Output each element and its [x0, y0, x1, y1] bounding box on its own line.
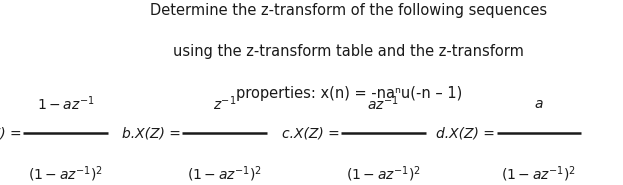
Text: $z^{-1}$: $z^{-1}$ — [212, 94, 236, 113]
Text: $(1-az^{-1})^2$: $(1-az^{-1})^2$ — [28, 164, 103, 184]
Text: properties: x(n) = -naⁿu(-n – 1): properties: x(n) = -naⁿu(-n – 1) — [235, 86, 462, 101]
Text: $1-az^{-1}$: $1-az^{-1}$ — [37, 94, 94, 113]
Text: $(1-az^{-1})^2$: $(1-az^{-1})^2$ — [346, 164, 421, 184]
Text: $az^{-1}$: $az^{-1}$ — [367, 94, 399, 113]
Text: $(1-az^{-1})^2$: $(1-az^{-1})^2$ — [187, 164, 262, 184]
Text: using the z-transform table and the z-transform: using the z-transform table and the z-tr… — [173, 44, 525, 59]
Text: b.X(Z) =: b.X(Z) = — [121, 126, 181, 140]
Text: Determine the z-transform of the following sequences: Determine the z-transform of the followi… — [150, 3, 548, 18]
Text: c.X(Z) =: c.X(Z) = — [282, 126, 340, 140]
Text: $a$: $a$ — [534, 97, 544, 111]
Text: $(1-az^{-1})^2$: $(1-az^{-1})^2$ — [502, 164, 576, 184]
Text: a.X(Z) =: a.X(Z) = — [0, 126, 22, 140]
Text: d.X(Z) =: d.X(Z) = — [436, 126, 495, 140]
